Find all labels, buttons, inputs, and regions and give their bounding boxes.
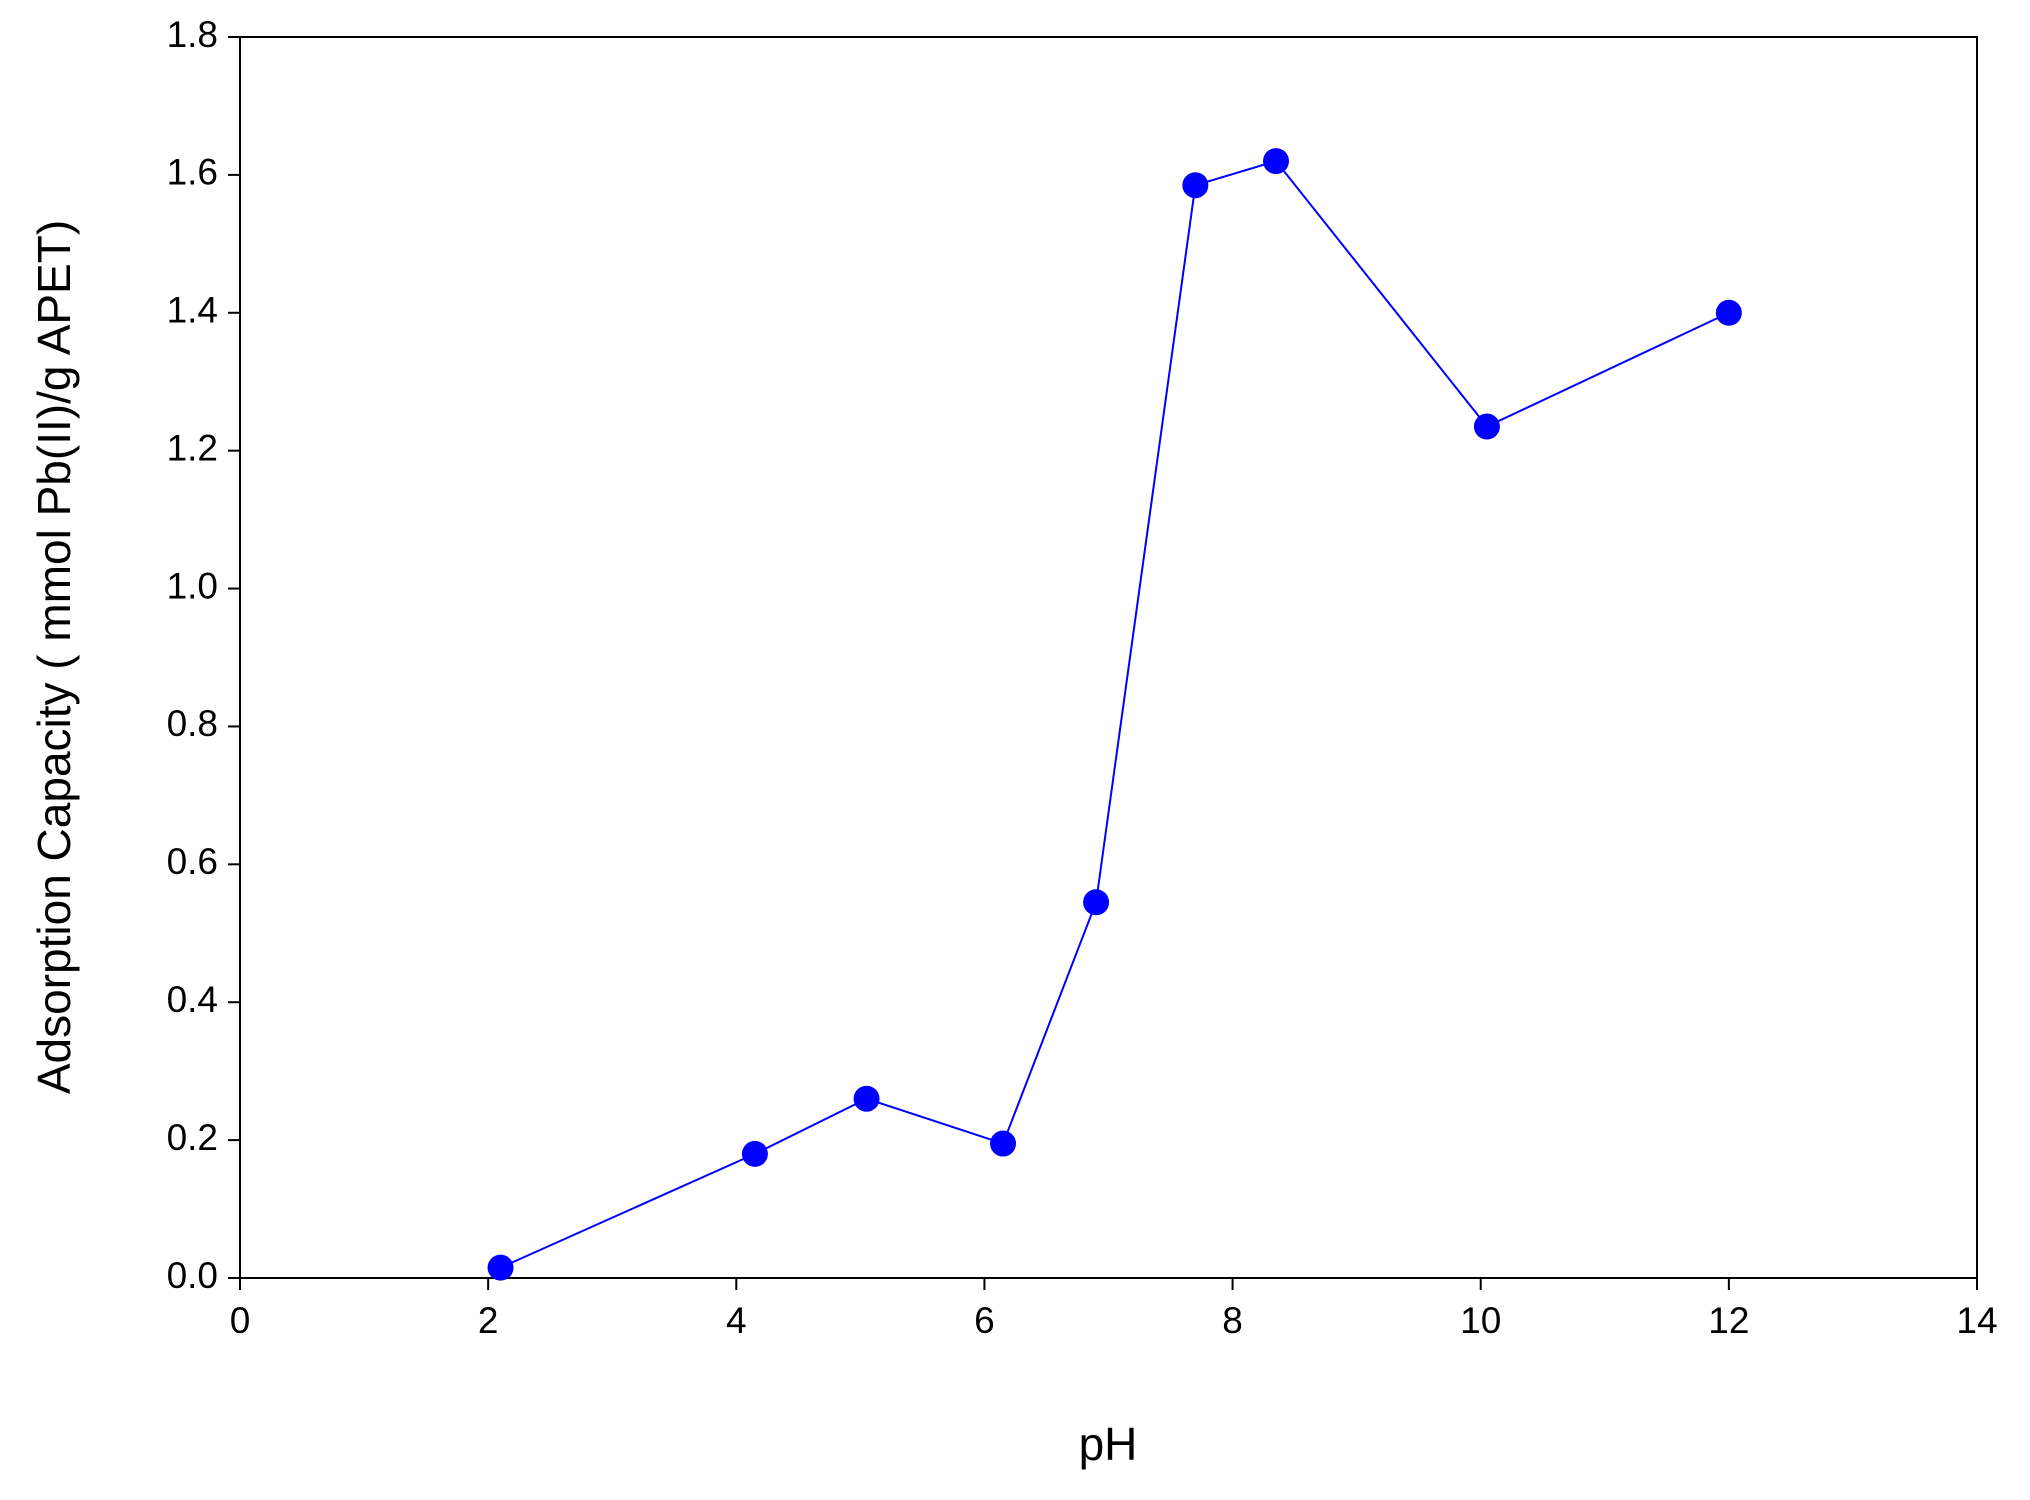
data-point <box>1182 172 1209 199</box>
data-point <box>1262 148 1289 175</box>
y-tick-label: 0.0 <box>167 1255 218 1296</box>
y-tick-label: 1.4 <box>167 290 218 331</box>
x-tick-label: 2 <box>478 1300 499 1341</box>
data-point <box>1083 889 1110 916</box>
x-tick-label: 0 <box>230 1300 251 1341</box>
x-tick-label: 12 <box>1708 1300 1749 1341</box>
x-axis-title: pH <box>1079 1418 1138 1470</box>
x-tick-label: 10 <box>1460 1300 1501 1341</box>
y-tick-label: 0.2 <box>167 1117 218 1158</box>
x-tick-label: 14 <box>1956 1300 1997 1341</box>
data-line <box>500 159 1730 1269</box>
data-point <box>990 1130 1017 1157</box>
data-point <box>741 1140 768 1167</box>
y-tick-label: 1.0 <box>167 565 218 606</box>
y-tick-label: 0.4 <box>167 979 218 1020</box>
data-point <box>853 1085 880 1112</box>
y-tick-label: 0.6 <box>167 841 218 882</box>
y-tick-label: 1.2 <box>167 427 218 468</box>
y-tick-label: 1.8 <box>167 14 218 55</box>
plot-frame <box>239 36 1978 1279</box>
data-point <box>1473 413 1500 440</box>
data-point <box>487 1254 514 1281</box>
y-axis-title: Adsorption Capacity ( mmol Pb(II)/g APET… <box>28 220 80 1094</box>
x-tick-label: 6 <box>974 1300 995 1341</box>
x-tick-label: 8 <box>1222 1300 1243 1341</box>
y-tick-label: 0.8 <box>167 703 218 744</box>
y-tick-label: 1.6 <box>167 152 218 193</box>
data-point <box>1715 299 1742 326</box>
x-tick-label: 4 <box>726 1300 747 1341</box>
